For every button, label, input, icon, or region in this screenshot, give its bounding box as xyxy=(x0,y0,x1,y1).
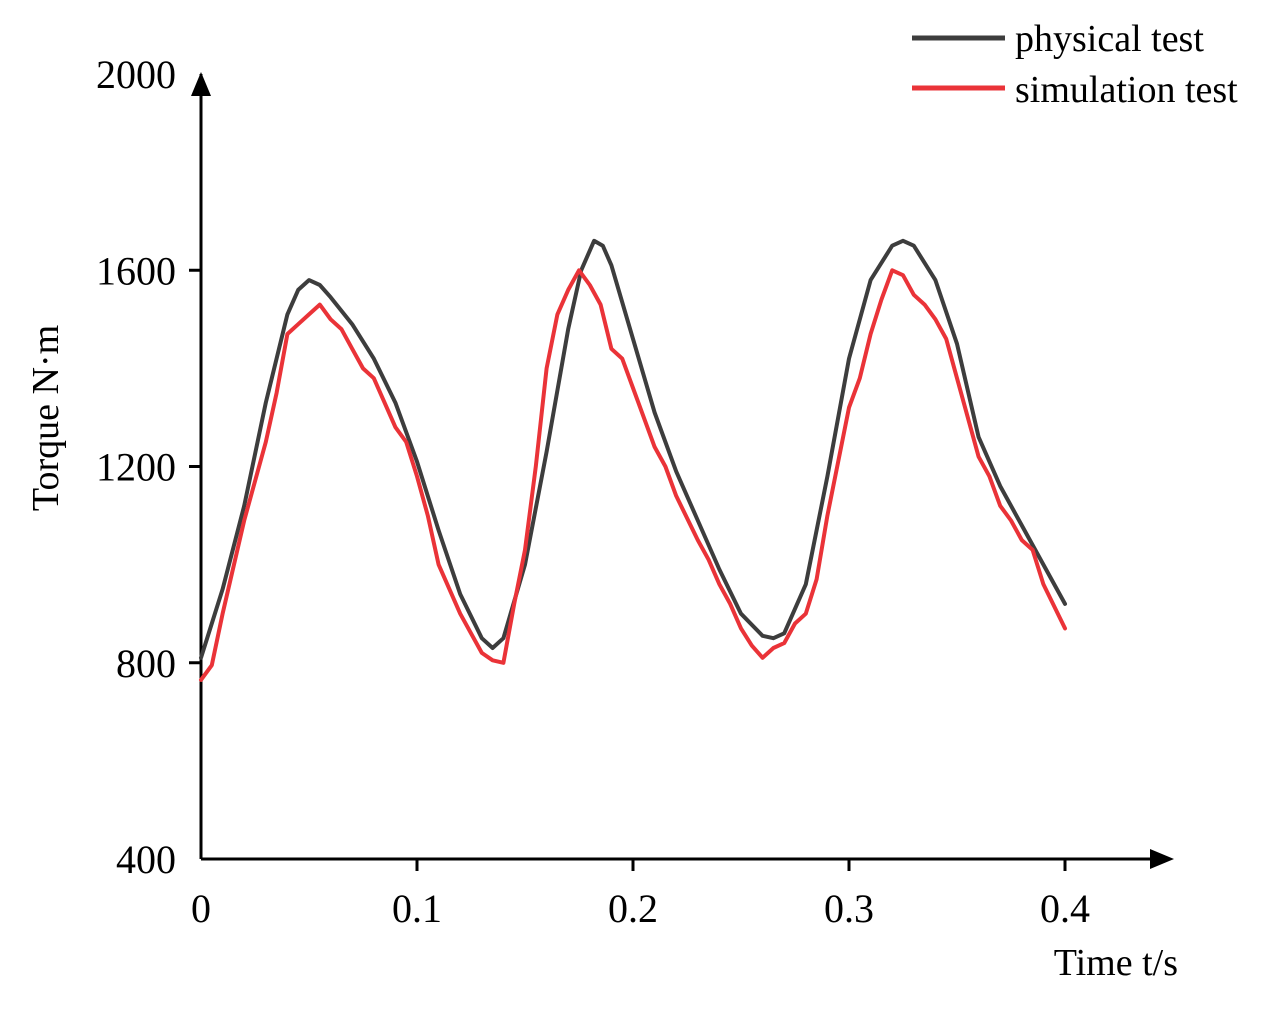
y-tick-label: 1600 xyxy=(96,248,176,293)
x-tick-label: 0.4 xyxy=(1040,886,1090,931)
series-group xyxy=(199,238,1067,682)
series-line-physical-test xyxy=(199,238,1067,660)
y-axis-arrow xyxy=(191,72,211,96)
x-tick-label: 0.2 xyxy=(608,886,658,931)
y-axis-title: Torque N·m xyxy=(25,325,67,511)
x-axis-title: Time t/s xyxy=(1054,942,1178,984)
x-tick-label: 0 xyxy=(191,886,211,931)
x-tick-label: 0.1 xyxy=(392,886,442,931)
y-tick-label: 1200 xyxy=(96,445,176,490)
series-line-simulation-test xyxy=(199,268,1067,682)
y-tick-label: 2000 xyxy=(96,52,176,97)
y-tick-label: 400 xyxy=(116,837,176,882)
legend: physical test simulation test xyxy=(912,18,1238,111)
y-ticks: 400 800 1200 1600 2000 xyxy=(96,52,201,882)
x-axis-arrow xyxy=(1150,849,1174,869)
legend-label-simulation-test: simulation test xyxy=(1015,69,1238,111)
legend-label-physical-test: physical test xyxy=(1015,18,1204,60)
x-ticks: 0 0.1 0.2 0.3 0.4 xyxy=(191,859,1090,931)
x-tick-label: 0.3 xyxy=(824,886,874,931)
y-tick-label: 800 xyxy=(116,641,176,686)
